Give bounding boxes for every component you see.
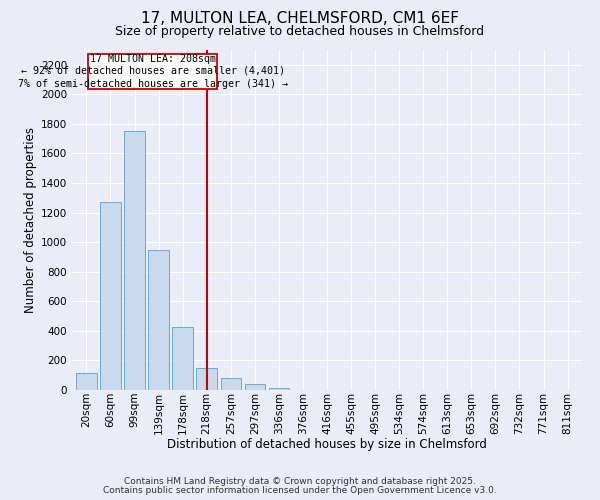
Y-axis label: Number of detached properties: Number of detached properties xyxy=(24,127,37,313)
Bar xyxy=(269,388,289,390)
Bar xyxy=(76,373,97,390)
Bar xyxy=(221,378,241,390)
Bar xyxy=(196,368,217,390)
Bar xyxy=(124,130,145,390)
FancyBboxPatch shape xyxy=(88,54,217,89)
Text: 7% of semi-detached houses are larger (341) →: 7% of semi-detached houses are larger (3… xyxy=(18,78,288,88)
Text: Contains HM Land Registry data © Crown copyright and database right 2025.: Contains HM Land Registry data © Crown c… xyxy=(124,477,476,486)
Bar xyxy=(100,202,121,390)
Text: Size of property relative to detached houses in Chelmsford: Size of property relative to detached ho… xyxy=(115,25,485,38)
Text: Contains public sector information licensed under the Open Government Licence v3: Contains public sector information licen… xyxy=(103,486,497,495)
Text: 17, MULTON LEA, CHELMSFORD, CM1 6EF: 17, MULTON LEA, CHELMSFORD, CM1 6EF xyxy=(141,11,459,26)
Text: 17 MULTON LEA: 208sqm: 17 MULTON LEA: 208sqm xyxy=(90,54,216,64)
Bar xyxy=(148,250,169,390)
Bar xyxy=(245,384,265,390)
Text: ← 92% of detached houses are smaller (4,401): ← 92% of detached houses are smaller (4,… xyxy=(21,66,285,76)
X-axis label: Distribution of detached houses by size in Chelmsford: Distribution of detached houses by size … xyxy=(167,438,487,450)
Bar xyxy=(172,327,193,390)
